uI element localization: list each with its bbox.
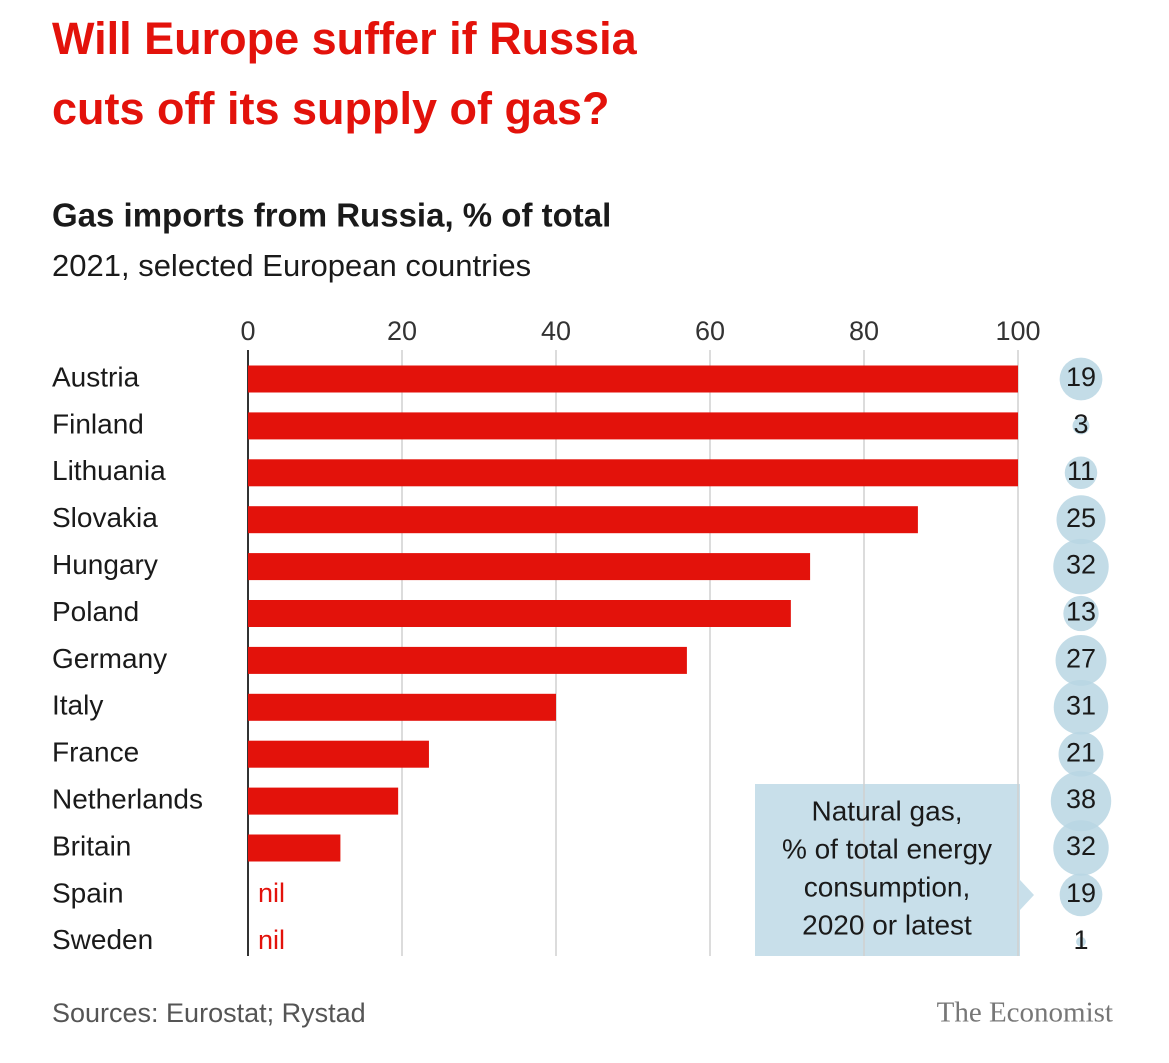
chart-title: Will Europe suffer if Russia <box>52 13 638 64</box>
bubble <box>1053 538 1109 595</box>
y-tick-label: Slovakia <box>52 502 158 533</box>
value-label: nil <box>258 925 285 955</box>
annotation: 2020 or latest <box>802 909 972 940</box>
bubble <box>1050 770 1112 832</box>
x-tick-label: 60 <box>695 316 725 346</box>
bar <box>248 646 687 674</box>
bubble-label: 3 <box>1073 409 1088 439</box>
y-tick-label: France <box>52 737 139 768</box>
y-tick-label: Netherlands <box>52 783 203 814</box>
x-tick-label: 100 <box>995 316 1040 346</box>
bubble-label: 25 <box>1066 503 1096 533</box>
bubble <box>1059 873 1103 917</box>
bubble <box>1058 731 1104 777</box>
y-tick-label: Spain <box>52 877 124 908</box>
bubble <box>1056 495 1106 545</box>
chart-subtitle: Gas imports from Russia, % of total <box>52 197 611 234</box>
value-label: nil <box>258 878 285 908</box>
bubble-label: 27 <box>1066 644 1096 674</box>
bar <box>248 365 1018 393</box>
annotation: consumption, <box>804 871 971 902</box>
chart-subtitle: 2021, selected European countries <box>52 248 531 283</box>
bubble <box>1063 595 1099 632</box>
source: Sources: Eurostat; Rystad <box>52 998 366 1028</box>
bubble-label: 32 <box>1066 831 1096 861</box>
bubble-label: 38 <box>1066 784 1096 814</box>
y-tick-label: Sweden <box>52 924 153 955</box>
bar <box>248 412 1018 440</box>
bubble-label: 21 <box>1066 737 1096 767</box>
bubble <box>1072 417 1090 435</box>
bar <box>248 459 1018 487</box>
chart-title: cuts off its supply of gas? <box>52 83 610 134</box>
bar <box>248 506 918 534</box>
bar <box>248 787 399 815</box>
y-tick-label: Hungary <box>52 549 158 580</box>
y-tick-label: Lithuania <box>52 455 166 486</box>
x-tick-label: 0 <box>240 316 255 346</box>
bubble-label: 13 <box>1066 597 1096 627</box>
y-tick-label: Austria <box>52 361 140 392</box>
bubble <box>1055 634 1107 686</box>
bar <box>248 600 791 627</box>
annotation-box <box>755 784 1020 956</box>
bar <box>248 834 341 862</box>
bubble <box>1076 936 1086 947</box>
bubble-label: 32 <box>1066 550 1096 580</box>
y-tick-label: Poland <box>52 596 139 627</box>
y-tick-label: Britain <box>52 830 131 861</box>
annotation: % of total energy <box>782 833 992 864</box>
y-tick-label: Finland <box>52 408 144 439</box>
x-tick-label: 40 <box>541 316 571 346</box>
bar <box>248 693 556 721</box>
annotation: Natural gas, <box>812 795 963 826</box>
bubble-label: 19 <box>1066 878 1096 908</box>
x-tick-label: 80 <box>849 316 879 346</box>
x-tick-label: 20 <box>387 316 417 346</box>
bubble-label: 11 <box>1067 456 1095 486</box>
bubble-label: 31 <box>1066 690 1096 720</box>
bubble <box>1053 680 1109 735</box>
bubble-label: 1 <box>1073 925 1088 955</box>
bubble-label: 19 <box>1066 362 1096 392</box>
bar <box>248 740 429 768</box>
bubble <box>1059 357 1103 401</box>
bubble <box>1064 456 1098 490</box>
y-tick-label: Germany <box>52 643 167 674</box>
annotation-pointer <box>1020 880 1034 910</box>
brand: The Economist <box>937 997 1113 1029</box>
y-tick-label: Italy <box>52 690 103 721</box>
bubble <box>1053 820 1109 876</box>
bar <box>248 553 811 581</box>
